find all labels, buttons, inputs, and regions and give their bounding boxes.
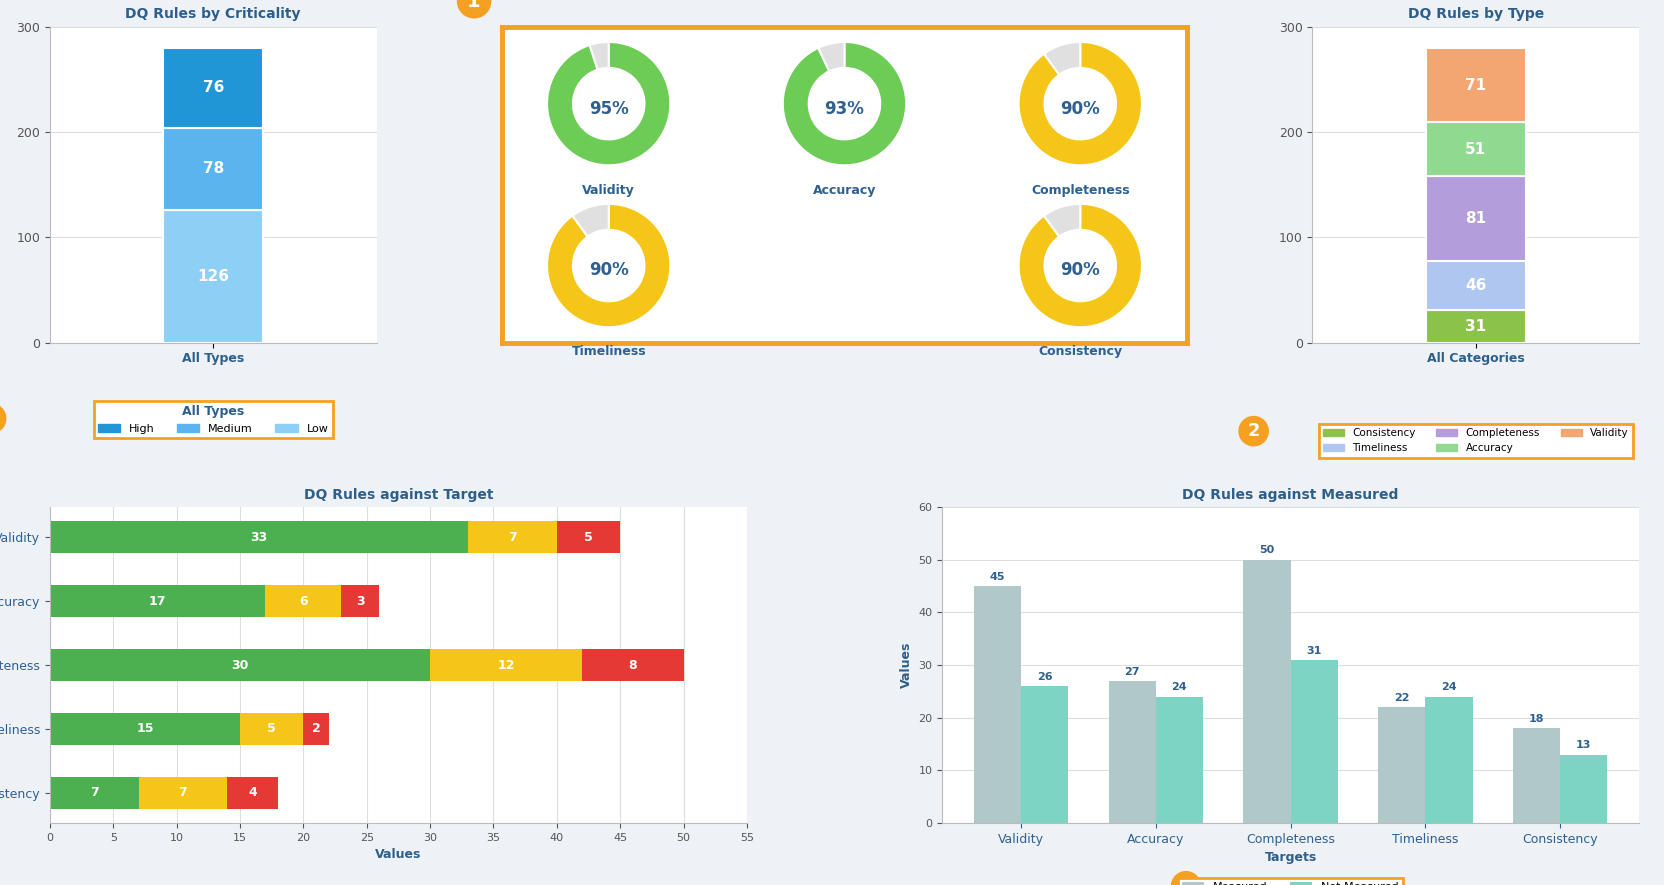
Bar <box>1426 176 1526 261</box>
Bar <box>163 210 263 342</box>
Bar <box>1426 310 1526 342</box>
Bar <box>50 713 240 745</box>
Wedge shape <box>1018 42 1142 165</box>
Text: 90%: 90% <box>589 261 629 280</box>
Bar <box>50 585 265 617</box>
Wedge shape <box>547 204 671 327</box>
Text: 31: 31 <box>1466 319 1486 334</box>
Text: 4: 4 <box>248 786 256 799</box>
Bar <box>50 649 429 681</box>
Bar <box>265 585 341 617</box>
Bar <box>138 777 228 809</box>
Wedge shape <box>547 42 671 165</box>
Text: 2: 2 <box>311 722 321 735</box>
Bar <box>557 521 621 553</box>
Bar <box>1291 659 1338 823</box>
Text: 15: 15 <box>136 722 153 735</box>
Text: 46: 46 <box>1464 278 1486 293</box>
Text: 90%: 90% <box>1060 100 1100 118</box>
Text: 71: 71 <box>1466 78 1486 93</box>
Text: 8: 8 <box>629 658 637 672</box>
X-axis label: Consistency: Consistency <box>1038 345 1122 358</box>
Text: 5: 5 <box>1180 877 1191 885</box>
Text: 5: 5 <box>584 531 592 543</box>
Wedge shape <box>572 204 609 236</box>
Legend: Consistency, Timeliness, Completeness, Accuracy, Validity: Consistency, Timeliness, Completeness, A… <box>1320 424 1632 458</box>
Bar <box>50 777 138 809</box>
Bar <box>429 649 582 681</box>
Wedge shape <box>1043 42 1080 74</box>
Text: 18: 18 <box>1529 714 1544 724</box>
Title: DQ Rules against Target: DQ Rules against Target <box>303 488 493 502</box>
X-axis label: Validity: Validity <box>582 183 636 196</box>
Wedge shape <box>819 42 845 72</box>
Text: 78: 78 <box>203 161 225 176</box>
Bar <box>1513 728 1561 823</box>
Text: 26: 26 <box>1037 672 1052 681</box>
Text: 76: 76 <box>203 81 225 96</box>
Bar <box>1561 755 1607 823</box>
Wedge shape <box>1018 204 1142 327</box>
Text: 31: 31 <box>1306 645 1321 656</box>
Text: 81: 81 <box>1466 212 1486 227</box>
Bar <box>303 713 329 745</box>
Bar <box>1426 261 1526 310</box>
Bar <box>50 521 468 553</box>
Bar <box>468 521 557 553</box>
X-axis label: Accuracy: Accuracy <box>812 183 877 196</box>
Wedge shape <box>589 42 609 70</box>
Text: 22: 22 <box>1394 693 1409 703</box>
Bar <box>1022 686 1068 823</box>
Bar <box>582 649 684 681</box>
Text: 126: 126 <box>198 269 230 284</box>
Text: 33: 33 <box>250 531 268 543</box>
Wedge shape <box>782 42 907 165</box>
Text: 90%: 90% <box>1060 261 1100 280</box>
Text: 6: 6 <box>300 595 308 608</box>
Title: DQ Rules by Type: DQ Rules by Type <box>1408 7 1544 21</box>
Text: 45: 45 <box>990 572 1005 581</box>
Bar <box>240 713 303 745</box>
Text: 30: 30 <box>231 658 248 672</box>
Bar <box>1426 48 1526 122</box>
Text: 1: 1 <box>468 0 481 11</box>
Text: 93%: 93% <box>825 100 864 118</box>
Text: 7: 7 <box>178 786 188 799</box>
Text: 24: 24 <box>1171 682 1186 692</box>
Y-axis label: Values: Values <box>900 642 912 689</box>
Text: 3: 3 <box>356 595 364 608</box>
Title: DQ Rules against Measured: DQ Rules against Measured <box>1183 488 1399 502</box>
Bar <box>1108 681 1156 823</box>
Text: 5: 5 <box>268 722 276 735</box>
Text: 17: 17 <box>148 595 166 608</box>
Text: 7: 7 <box>508 531 518 543</box>
Bar <box>228 777 278 809</box>
Bar <box>973 586 1022 823</box>
Text: 7: 7 <box>90 786 98 799</box>
Text: 2: 2 <box>1248 422 1260 440</box>
Bar <box>1426 122 1526 176</box>
Text: 50: 50 <box>1260 545 1275 556</box>
Bar <box>1243 559 1291 823</box>
Text: 27: 27 <box>1125 666 1140 677</box>
Bar <box>163 127 263 210</box>
X-axis label: Completeness: Completeness <box>1032 183 1130 196</box>
Wedge shape <box>1043 204 1080 236</box>
X-axis label: Targets: Targets <box>1265 851 1316 865</box>
Bar <box>1426 696 1473 823</box>
Text: 13: 13 <box>1576 741 1591 750</box>
Text: 24: 24 <box>1441 682 1456 692</box>
Bar <box>1378 707 1426 823</box>
Bar <box>341 585 379 617</box>
X-axis label: Values: Values <box>374 849 421 861</box>
X-axis label: Timeliness: Timeliness <box>571 345 646 358</box>
Bar <box>1156 696 1203 823</box>
Legend: Measured, Not Measured: Measured, Not Measured <box>1178 878 1403 885</box>
Legend: High, Medium, Low: High, Medium, Low <box>93 401 333 438</box>
Title: DQ Rules by Criticality: DQ Rules by Criticality <box>125 7 301 21</box>
Text: 95%: 95% <box>589 100 629 118</box>
Text: 12: 12 <box>498 658 514 672</box>
Text: 51: 51 <box>1466 142 1486 157</box>
Bar <box>163 48 263 127</box>
